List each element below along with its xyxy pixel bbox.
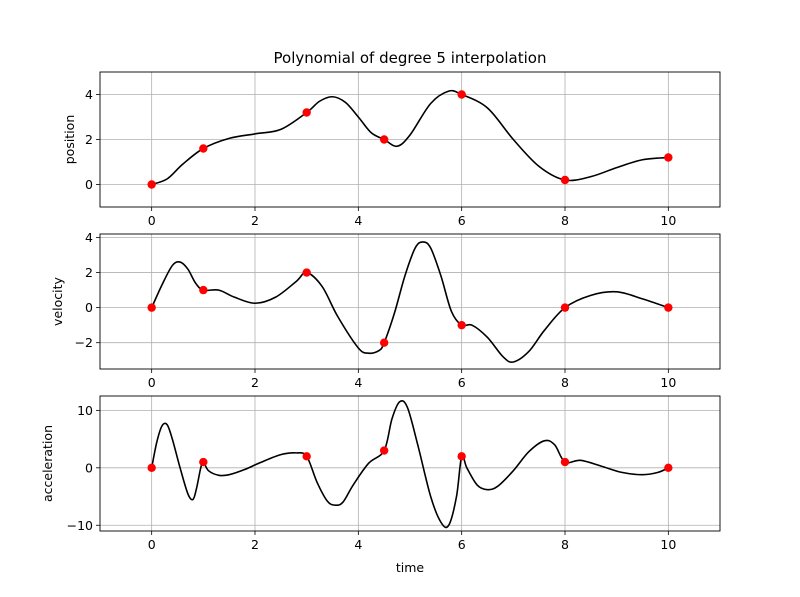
y-tick-label: 4 — [85, 87, 93, 102]
x-tick-label: 10 — [660, 213, 676, 228]
x-tick-label: 8 — [561, 537, 569, 552]
interpolated-curve — [150, 241, 669, 363]
y-tick-label: 0 — [85, 460, 93, 475]
acceleration-subplot: 0 2 4 6 8 10 −10 0 10 acceleration — [40, 395, 721, 552]
x-tick-label: 2 — [251, 375, 259, 390]
waypoint-marker — [560, 457, 570, 467]
y-tick-label: −10 — [67, 518, 93, 533]
waypoint-marker — [147, 303, 156, 312]
y-axis-label: position — [62, 115, 77, 165]
x-tick-label: 10 — [660, 537, 676, 552]
velocity-subplot: 0 2 4 6 8 10 −2 0 2 4 velocity — [50, 230, 721, 390]
waypoint-marker — [147, 463, 156, 473]
waypoint-marker — [457, 452, 466, 461]
waypoint-marker — [302, 108, 311, 117]
y-tick-label: 2 — [85, 132, 93, 147]
x-tick-label: 8 — [561, 213, 569, 228]
y-axis-label: acceleration — [40, 425, 55, 502]
waypoint-marker — [302, 452, 311, 461]
waypoint-marker — [147, 180, 156, 189]
waypoint-marker — [302, 268, 311, 277]
waypoint-marker — [560, 175, 570, 185]
y-axis-label: velocity — [50, 276, 65, 325]
waypoint-marker — [199, 144, 208, 153]
waypoint-marker — [457, 320, 466, 330]
x-tick-label: 6 — [458, 213, 466, 228]
x-tick-label: 6 — [458, 537, 466, 552]
x-tick-label: 0 — [148, 375, 156, 390]
waypoint-marker — [199, 457, 208, 467]
waypoint-marker — [379, 446, 389, 455]
waypoint-marker — [664, 153, 673, 162]
x-tick-label: 2 — [251, 213, 259, 228]
axes-frame — [99, 395, 721, 532]
x-tick-label: 4 — [354, 537, 362, 552]
y-tick-label: 0 — [85, 177, 93, 192]
waypoint-marker — [379, 338, 389, 347]
x-tick-label: 10 — [660, 375, 676, 390]
x-tick-label: 0 — [148, 537, 156, 552]
y-tick-label: 4 — [85, 230, 93, 245]
x-tick-label: 4 — [354, 213, 362, 228]
waypoint-marker — [199, 285, 208, 295]
x-tick-label: 0 — [148, 213, 156, 228]
x-tick-label: 6 — [458, 375, 466, 390]
waypoint-marker — [457, 90, 466, 99]
position-subplot: 0 2 4 6 8 10 0 2 4 position — [62, 71, 721, 228]
waypoint-marker — [664, 463, 673, 473]
y-tick-label: 10 — [77, 403, 93, 418]
interpolated-curve — [150, 400, 669, 529]
x-tick-label: 4 — [354, 375, 362, 390]
y-tick-label: 2 — [85, 265, 93, 280]
y-tick-label: −2 — [75, 335, 93, 350]
x-tick-label: 8 — [561, 375, 569, 390]
waypoint-marker — [379, 135, 389, 144]
x-tick-label: 2 — [251, 537, 259, 552]
axes-frame — [99, 233, 721, 370]
y-tick-label: 0 — [85, 300, 93, 315]
x-axis-label: time — [396, 560, 425, 575]
chart-title: Polynomial of degree 5 interpolation — [274, 49, 547, 67]
waypoint-marker — [664, 303, 673, 312]
waypoint-marker — [560, 303, 570, 312]
interpolated-curve — [151, 89, 669, 186]
